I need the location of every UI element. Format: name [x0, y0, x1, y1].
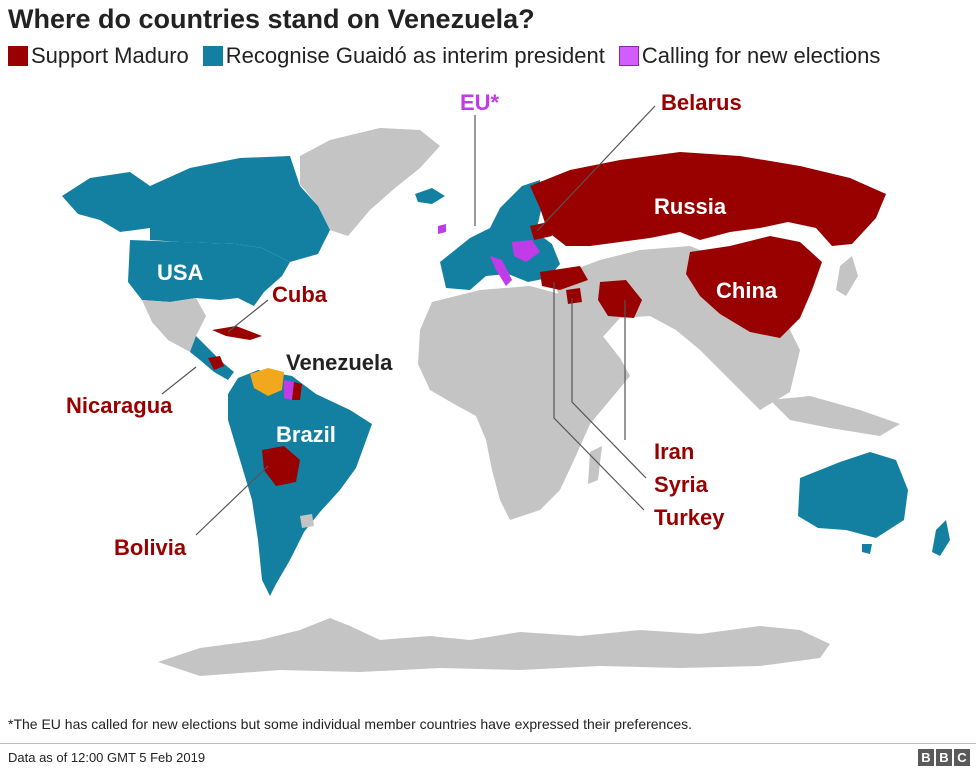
legend-swatch-recognise [202, 46, 223, 66]
nicaragua [208, 356, 224, 370]
bbc-logo-letter-1: B [918, 749, 934, 766]
italy [490, 256, 512, 286]
south-america [228, 370, 372, 596]
new-zealand [932, 520, 950, 556]
turkey-leader [553, 282, 645, 511]
leader-lines [161, 105, 656, 536]
alaska [62, 172, 150, 232]
eu-elections-east [512, 240, 540, 262]
canada [150, 156, 330, 262]
belarus [530, 222, 552, 240]
venezuela [250, 368, 284, 396]
mexico [142, 298, 206, 352]
legend-item-recognise-guaido: Recognise Guaidó as interim president [202, 43, 605, 69]
usa [128, 240, 290, 306]
label-iran: Iran [654, 439, 694, 464]
bolivia [262, 446, 300, 486]
cuba-leader [227, 299, 269, 333]
nicaragua-leader [161, 366, 197, 395]
bbc-logo-letter-2: B [936, 749, 952, 766]
source-note: Data as of 12:00 GMT 5 Feb 2019 [8, 750, 206, 765]
world-map: EU* Belarus Russia China USA Cuba Venezu… [62, 90, 950, 676]
iceland [415, 188, 445, 204]
footer-divider [0, 743, 976, 744]
uruguay [300, 514, 314, 528]
antarctica [158, 618, 830, 676]
cuba [212, 326, 262, 340]
legend-label-recognise: Recognise Guaidó as interim president [225, 43, 605, 68]
europe-recognise [440, 180, 560, 290]
legend: Support Maduro Recognise Guaidó as inter… [8, 43, 880, 69]
belarus-leader [536, 105, 656, 232]
syria-leader [571, 298, 647, 479]
bbc-logo: B B C [918, 749, 970, 766]
legend-swatch-elections [618, 46, 639, 66]
label-bolivia: Bolivia [114, 535, 187, 560]
iran [598, 280, 642, 318]
label-turkey: Turkey [654, 505, 725, 530]
legend-swatch-support [8, 46, 28, 66]
tasmania [862, 544, 872, 554]
japan [836, 256, 858, 296]
se-asia-islands [770, 396, 900, 436]
bbc-logo-letter-3: C [954, 749, 970, 766]
china [686, 236, 822, 338]
russia [530, 152, 886, 246]
chart-title: Where do countries stand on Venezuela? [8, 4, 535, 34]
legend-label-support: Support Maduro [31, 43, 189, 68]
label-belarus: Belarus [661, 90, 742, 115]
legend-item-new-elections: Calling for new elections [618, 43, 881, 69]
greenland [300, 128, 440, 236]
label-brazil: Brazil [276, 422, 336, 447]
syria [566, 288, 582, 304]
australia [798, 452, 908, 538]
legend-item-support-maduro: Support Maduro [8, 43, 189, 69]
label-syria: Syria [654, 472, 709, 497]
label-venezuela: Venezuela [286, 350, 393, 375]
turkey [540, 266, 588, 290]
label-china: China [716, 278, 778, 303]
africa [418, 286, 630, 520]
suriname [292, 382, 302, 400]
legend-label-elections: Calling for new elections [641, 43, 881, 68]
label-eu: EU* [460, 90, 500, 115]
label-cuba: Cuba [272, 282, 328, 307]
label-usa: USA [157, 260, 204, 285]
bolivia-leader [195, 465, 269, 536]
label-nicaragua: Nicaragua [66, 393, 173, 418]
footnote: *The EU has called for new elections but… [8, 716, 693, 732]
label-russia: Russia [654, 194, 727, 219]
guyana [284, 380, 294, 400]
ireland [438, 224, 446, 234]
